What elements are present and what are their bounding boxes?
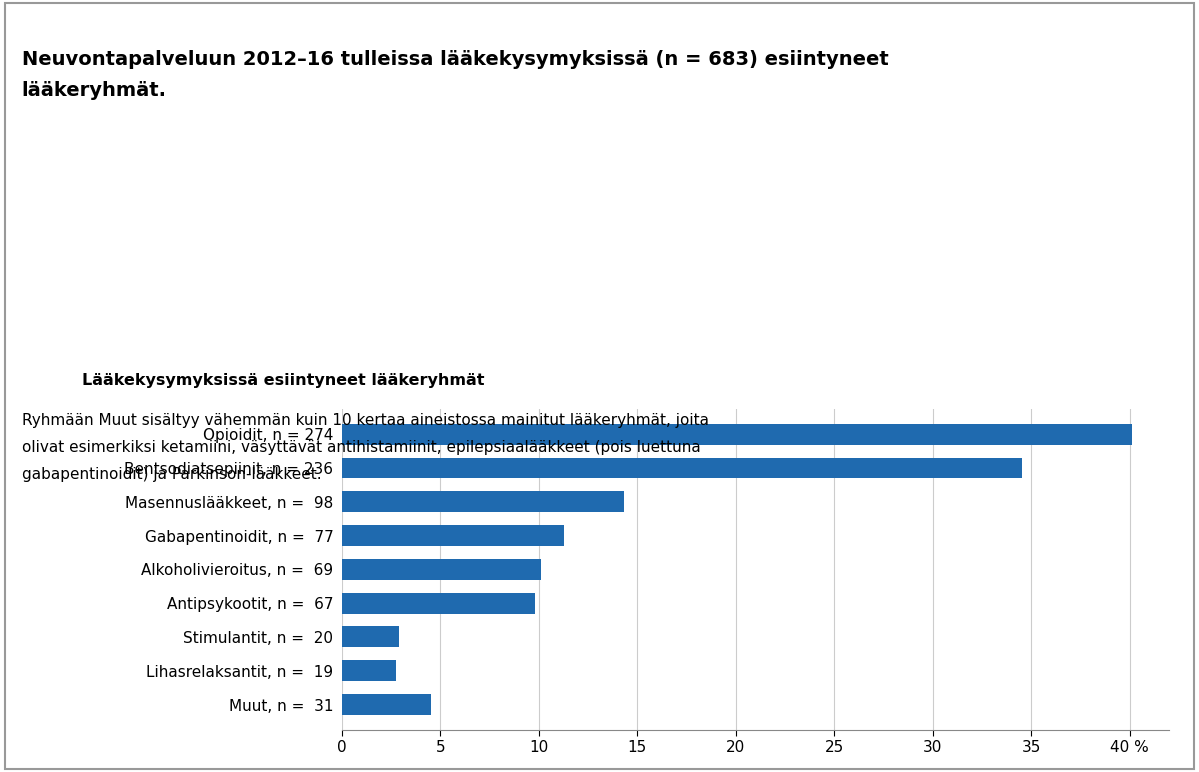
Text: KUVIO 3.: KUVIO 3. bbox=[22, 27, 119, 46]
Text: Neuvontapalveluun 2012–16 tulleissa lääkekysymyksissä (n = 683) esiintyneet: Neuvontapalveluun 2012–16 tulleissa lääk… bbox=[22, 50, 888, 69]
Bar bbox=[342, 593, 535, 614]
Bar bbox=[342, 424, 1132, 445]
Text: Ryhmään Muut sisältyy vähemmän kuin 10 kertaa aineistossa mainitut lääkeryhmät, : Ryhmään Muut sisältyy vähemmän kuin 10 k… bbox=[22, 414, 709, 428]
Bar bbox=[342, 491, 625, 513]
Bar bbox=[342, 694, 432, 715]
Bar bbox=[342, 458, 1023, 479]
Text: lääkeryhmät.: lääkeryhmät. bbox=[22, 81, 167, 100]
Bar bbox=[342, 525, 564, 546]
Text: Lääkekysymyksissä esiintyneet lääkeryhmät: Lääkekysymyksissä esiintyneet lääkeryhmä… bbox=[82, 373, 484, 388]
Text: gabapentinoidit) ja Parkinson-lääkkeet.: gabapentinoidit) ja Parkinson-lääkkeet. bbox=[22, 468, 321, 482]
Text: olivat esimerkiksi ketamiini, väsyttävät antihistamiinit, epilepsiaalääkkeet (po: olivat esimerkiksi ketamiini, väsyttävät… bbox=[22, 441, 700, 455]
Bar bbox=[342, 626, 399, 648]
Bar bbox=[342, 559, 541, 580]
Bar bbox=[342, 660, 397, 681]
